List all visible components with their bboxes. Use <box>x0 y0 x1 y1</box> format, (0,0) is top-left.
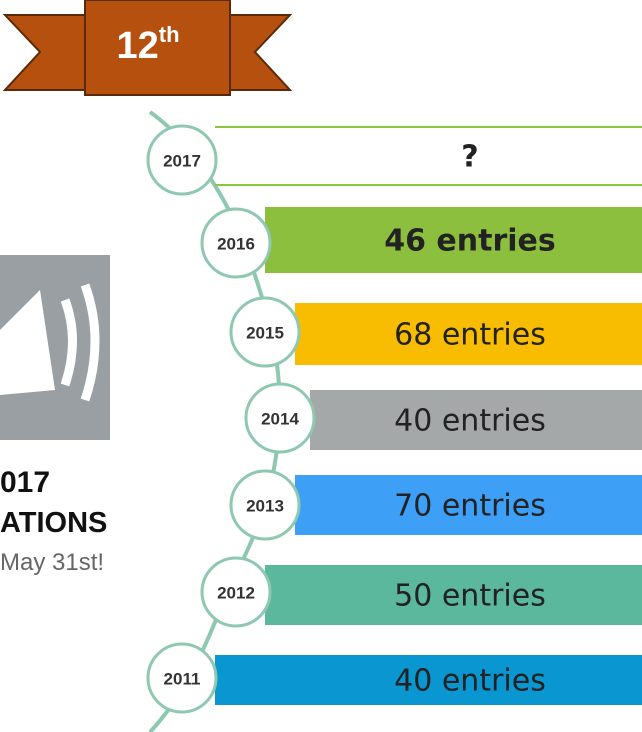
announcement-line2: ATIONS <box>0 507 107 539</box>
year-circle <box>146 642 218 714</box>
year-label: 2014 <box>261 409 299 428</box>
entry-count: 40 entries <box>394 664 546 699</box>
year-circle <box>146 124 218 196</box>
announcement-line1: 017 <box>0 466 50 499</box>
entry-bar <box>310 390 642 450</box>
year-circle <box>229 296 301 368</box>
year-label: 2013 <box>246 496 284 515</box>
entry-bar <box>265 565 642 625</box>
entry-count: 68 entries <box>394 318 546 353</box>
sound-wave <box>80 283 100 402</box>
year-circle <box>244 382 316 454</box>
entry-count: ? <box>461 140 478 175</box>
entry-bar <box>295 475 642 535</box>
sound-wave <box>60 298 77 387</box>
year-label: 2011 <box>164 669 201 688</box>
badge-suffix: th <box>159 22 180 47</box>
entry-bar <box>215 655 642 705</box>
year-circle <box>200 207 272 279</box>
year-label: 2016 <box>217 234 255 253</box>
year-label: 2012 <box>217 583 255 602</box>
year-circle <box>229 469 301 541</box>
entry-count: 50 entries <box>394 579 546 614</box>
year-label: 2017 <box>163 151 201 170</box>
entry-bar <box>295 303 642 365</box>
year-circle <box>200 556 272 628</box>
entry-count: 70 entries <box>394 489 546 524</box>
entry-bar <box>265 207 642 273</box>
entry-count: 40 entries <box>394 404 546 439</box>
announcement-line3: May 31st! <box>0 549 104 576</box>
speaker-icon <box>0 290 55 395</box>
badge-number-text: 12 <box>116 25 158 67</box>
ribbon-left <box>2 14 86 91</box>
badge <box>84 0 231 96</box>
year-label: 2015 <box>246 323 284 342</box>
entry-count: 46 entries <box>384 224 556 259</box>
badge-number: 12th <box>116 22 179 67</box>
